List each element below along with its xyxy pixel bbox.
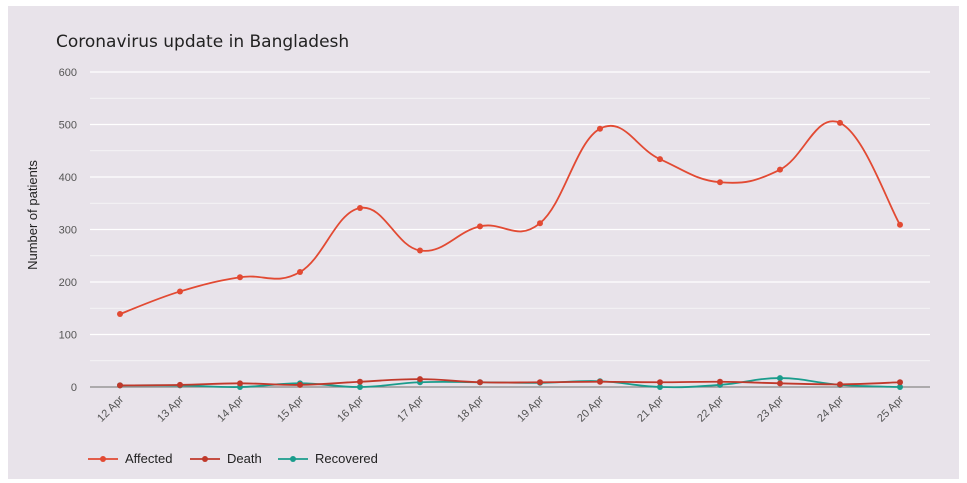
- series-death: [117, 376, 903, 389]
- y-axis-label: Number of patients: [25, 160, 40, 270]
- legend-swatch-dot: [290, 456, 296, 462]
- x-tick-label: 13 Apr: [155, 393, 186, 424]
- chart-title: Coronavirus update in Bangladesh: [56, 32, 350, 52]
- legend-label: Affected: [125, 451, 172, 466]
- data-point-death: [597, 378, 603, 385]
- data-point-death: [177, 381, 183, 388]
- x-tick-label: 18 Apr: [455, 393, 486, 424]
- data-point-affected: [897, 221, 903, 228]
- data-point-affected: [837, 119, 843, 126]
- legend: Affected Death Recovered: [88, 451, 378, 466]
- x-axis-ticks: 12 Apr 13 Apr 14 Apr 15 Apr 16 Apr 17 Apr 18 A…: [95, 393, 906, 424]
- data-point-affected: [417, 247, 423, 254]
- data-point-affected: [537, 220, 543, 227]
- data-point-affected: [357, 204, 363, 211]
- legend-swatch-dot: [202, 456, 208, 462]
- y-tick-label: 600: [59, 67, 77, 79]
- legend-item-recovered: Recovered: [278, 451, 378, 466]
- data-point-affected: [237, 274, 243, 281]
- chart-card: Coronavirus update in Bangladesh: [8, 6, 959, 479]
- data-point-recovered: [657, 384, 663, 390]
- data-point-death: [537, 379, 543, 386]
- x-tick-label: 12 Apr: [95, 393, 126, 424]
- legend-item-death: Death: [190, 451, 262, 466]
- data-point-affected: [657, 156, 663, 163]
- data-point-recovered: [897, 384, 903, 390]
- data-point-death: [117, 382, 123, 389]
- series-line-affected: [119, 120, 901, 315]
- data-point-affected: [117, 311, 123, 318]
- y-tick-label: 0: [71, 382, 77, 394]
- y-axis-ticks: 0 100 200 300 400 500 600: [59, 67, 77, 394]
- data-point-death: [357, 378, 363, 385]
- x-tick-label: 16 Apr: [335, 393, 366, 424]
- data-point-affected: [477, 223, 483, 230]
- x-tick-label: 20 Apr: [575, 393, 606, 424]
- y-tick-label: 500: [59, 120, 77, 132]
- x-tick-label: 22 Apr: [695, 393, 726, 424]
- x-tick-label: 21 Apr: [635, 393, 666, 424]
- x-tick-label: 25 Apr: [875, 393, 906, 424]
- y-tick-label: 200: [59, 277, 77, 289]
- x-tick-label: 15 Apr: [275, 393, 306, 424]
- data-point-death: [477, 379, 483, 386]
- x-tick-label: 17 Apr: [395, 393, 426, 424]
- legend-label: Recovered: [315, 451, 378, 466]
- data-point-recovered: [357, 384, 363, 390]
- data-point-death: [297, 381, 303, 388]
- data-point-affected: [297, 269, 303, 276]
- data-point-death: [237, 380, 243, 387]
- x-tick-label: 14 Apr: [215, 393, 246, 424]
- legend-swatch-dot: [100, 456, 106, 462]
- data-point-death: [777, 380, 783, 387]
- x-tick-label: 23 Apr: [755, 393, 786, 424]
- x-tick-label: 24 Apr: [815, 393, 846, 424]
- y-tick-label: 300: [59, 225, 77, 237]
- y-tick-label: 100: [59, 330, 77, 342]
- data-point-affected: [597, 125, 603, 132]
- data-point-death: [897, 379, 903, 386]
- data-point-recovered: [777, 375, 783, 382]
- legend-item-affected: Affected: [88, 451, 172, 466]
- series-affected: [117, 119, 903, 318]
- data-point-affected: [177, 288, 183, 295]
- x-tick-label: 19 Apr: [515, 393, 546, 424]
- data-point-death: [417, 376, 423, 383]
- y-tick-label: 400: [59, 172, 77, 184]
- data-point-death: [837, 381, 843, 388]
- data-point-death: [657, 379, 663, 386]
- legend-label: Death: [227, 451, 262, 466]
- series-lines: [117, 119, 903, 390]
- data-point-affected: [777, 166, 783, 173]
- data-point-affected: [717, 179, 723, 186]
- data-point-death: [717, 378, 723, 385]
- series-line-death: [119, 378, 901, 387]
